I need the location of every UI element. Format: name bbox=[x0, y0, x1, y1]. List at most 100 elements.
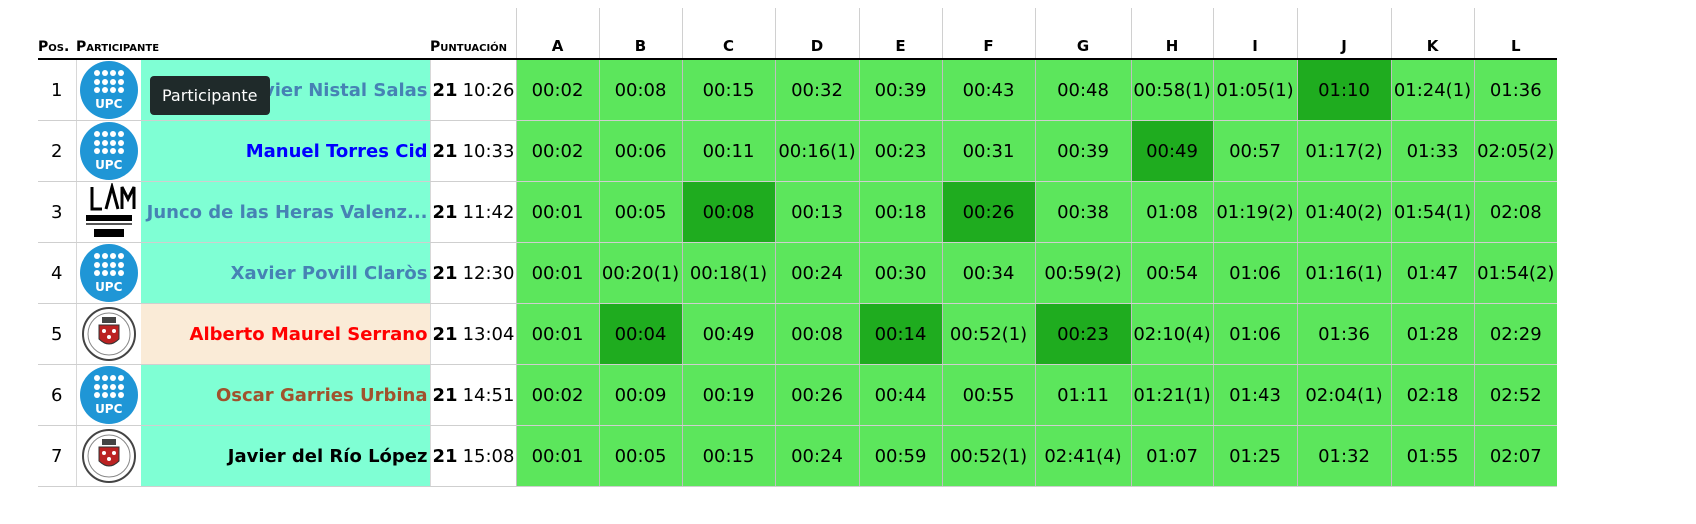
problem-result-cell[interactable]: 00:01 bbox=[515, 303, 599, 365]
problem-result-cell[interactable]: 01:06 bbox=[1212, 303, 1297, 365]
problem-result-cell[interactable]: 01:36 bbox=[1296, 303, 1391, 365]
problem-result-cell[interactable]: 00:31 bbox=[941, 120, 1035, 182]
header-problem-b[interactable]: B bbox=[598, 8, 682, 60]
problem-result-cell[interactable]: 00:01 bbox=[515, 181, 599, 243]
problem-result-cell[interactable]: 00:09 bbox=[598, 364, 682, 426]
problem-result-cell[interactable]: 00:02 bbox=[515, 120, 599, 182]
header-problem-a[interactable]: A bbox=[515, 8, 599, 60]
problem-result-cell[interactable]: 00:11 bbox=[681, 120, 775, 182]
problem-result-cell[interactable]: 01:47 bbox=[1390, 242, 1474, 304]
problem-result-cell[interactable]: 00:59 bbox=[858, 425, 942, 487]
problem-result-cell[interactable]: 01:43 bbox=[1212, 364, 1297, 426]
problem-result-cell[interactable]: 00:43 bbox=[941, 59, 1035, 121]
problem-result-cell[interactable]: 01:40(2) bbox=[1296, 181, 1391, 243]
problem-result-cell[interactable]: 00:49 bbox=[681, 303, 775, 365]
problem-result-cell[interactable]: 00:39 bbox=[1034, 120, 1131, 182]
problem-result-cell[interactable]: 00:34 bbox=[941, 242, 1035, 304]
problem-result-cell[interactable]: 00:14 bbox=[858, 303, 942, 365]
problem-result-cell[interactable]: 00:13 bbox=[774, 181, 859, 243]
problem-result-cell[interactable]: 00:16(1) bbox=[774, 120, 859, 182]
scoreboard-row[interactable]: 5 Alberto Maurel Serrano 21 13:04 00:01 00:04… bbox=[38, 303, 1557, 365]
problem-result-cell[interactable]: 00:02 bbox=[515, 364, 599, 426]
problem-result-cell[interactable]: 00:26 bbox=[774, 364, 859, 426]
header-problem-d[interactable]: D bbox=[774, 8, 859, 60]
problem-result-cell[interactable]: 00:49 bbox=[1130, 120, 1213, 182]
problem-result-cell[interactable]: 01:36 bbox=[1473, 59, 1557, 121]
problem-result-cell[interactable]: 01:07 bbox=[1130, 425, 1213, 487]
problem-result-cell[interactable]: 00:52(1) bbox=[941, 303, 1035, 365]
problem-result-cell[interactable]: 01:33 bbox=[1390, 120, 1474, 182]
problem-result-cell[interactable]: 00:05 bbox=[598, 425, 682, 487]
header-score[interactable]: Puntuación bbox=[430, 8, 516, 60]
problem-result-cell[interactable]: 01:54(2) bbox=[1473, 242, 1557, 304]
problem-result-cell[interactable]: 00:44 bbox=[858, 364, 942, 426]
problem-result-cell[interactable]: 02:04(1) bbox=[1296, 364, 1391, 426]
problem-result-cell[interactable]: 00:48 bbox=[1034, 59, 1131, 121]
problem-result-cell[interactable]: 01:08 bbox=[1130, 181, 1213, 243]
problem-result-cell[interactable]: 01:24(1) bbox=[1390, 59, 1474, 121]
problem-result-cell[interactable]: 00:57 bbox=[1212, 120, 1297, 182]
problem-result-cell[interactable]: 00:30 bbox=[858, 242, 942, 304]
problem-result-cell[interactable]: 00:18(1) bbox=[681, 242, 775, 304]
problem-result-cell[interactable]: 00:19 bbox=[681, 364, 775, 426]
scoreboard-row[interactable]: 2 UPC Manuel Torres Cid 21 10:33 00:02 00:06 00… bbox=[38, 120, 1557, 182]
scoreboard-row[interactable]: 4 UPC Xavier Povill Claròs 21 12:30 00:01 00:2… bbox=[38, 242, 1557, 304]
problem-result-cell[interactable]: 00:26 bbox=[941, 181, 1035, 243]
problem-result-cell[interactable]: 02:08 bbox=[1473, 181, 1557, 243]
header-participant[interactable]: Participante bbox=[76, 8, 430, 60]
scoreboard-row[interactable]: 7 Javier del Río López 21 15:08 00:01 00:05 00… bbox=[38, 425, 1557, 487]
participant-name[interactable]: Oscar Garries Urbina bbox=[141, 364, 430, 426]
problem-result-cell[interactable]: 02:05(2) bbox=[1473, 120, 1557, 182]
problem-result-cell[interactable]: 00:23 bbox=[858, 120, 942, 182]
problem-result-cell[interactable]: 02:10(4) bbox=[1130, 303, 1213, 365]
participant-name[interactable]: Manuel Torres Cid bbox=[141, 120, 430, 182]
participant-name[interactable]: Alberto Maurel Serrano bbox=[141, 303, 430, 365]
problem-result-cell[interactable]: 02:41(4) bbox=[1034, 425, 1131, 487]
problem-result-cell[interactable]: 01:19(2) bbox=[1212, 181, 1297, 243]
problem-result-cell[interactable]: 00:55 bbox=[941, 364, 1035, 426]
problem-result-cell[interactable]: 00:04 bbox=[598, 303, 682, 365]
problem-result-cell[interactable]: 00:39 bbox=[858, 59, 942, 121]
problem-result-cell[interactable]: 00:08 bbox=[598, 59, 682, 121]
header-problem-i[interactable]: I bbox=[1212, 8, 1297, 60]
problem-result-cell[interactable]: 00:01 bbox=[515, 425, 599, 487]
problem-result-cell[interactable]: 01:21(1) bbox=[1130, 364, 1213, 426]
problem-result-cell[interactable]: 00:32 bbox=[774, 59, 859, 121]
header-problem-c[interactable]: C bbox=[681, 8, 775, 60]
problem-result-cell[interactable]: 00:18 bbox=[858, 181, 942, 243]
problem-result-cell[interactable]: 01:54(1) bbox=[1390, 181, 1474, 243]
scoreboard-row[interactable]: 6 UPC Oscar Garries Urbina 21 14:51 00:02 00:0… bbox=[38, 364, 1557, 426]
problem-result-cell[interactable]: 01:16(1) bbox=[1296, 242, 1391, 304]
participant-name[interactable]: Junco de las Heras Valenz... bbox=[141, 181, 430, 243]
header-problem-e[interactable]: E bbox=[858, 8, 942, 60]
problem-result-cell[interactable]: 01:17(2) bbox=[1296, 120, 1391, 182]
problem-result-cell[interactable]: 00:15 bbox=[681, 59, 775, 121]
problem-result-cell[interactable]: 01:06 bbox=[1212, 242, 1297, 304]
problem-result-cell[interactable]: 00:06 bbox=[598, 120, 682, 182]
problem-result-cell[interactable]: 00:24 bbox=[774, 425, 859, 487]
problem-result-cell[interactable]: 00:38 bbox=[1034, 181, 1131, 243]
problem-result-cell[interactable]: 00:02 bbox=[515, 59, 599, 121]
problem-result-cell[interactable]: 00:23 bbox=[1034, 303, 1131, 365]
header-problem-k[interactable]: K bbox=[1390, 8, 1474, 60]
problem-result-cell[interactable]: 01:32 bbox=[1296, 425, 1391, 487]
problem-result-cell[interactable]: 01:10 bbox=[1296, 59, 1391, 121]
header-problem-h[interactable]: H bbox=[1130, 8, 1213, 60]
participant-name[interactable]: Xavier Povill Claròs bbox=[141, 242, 430, 304]
participant-name[interactable]: Javier del Río López bbox=[141, 425, 430, 487]
header-problem-j[interactable]: J bbox=[1296, 8, 1391, 60]
header-problem-f[interactable]: F bbox=[941, 8, 1035, 60]
header-problem-g[interactable]: G bbox=[1034, 8, 1131, 60]
problem-result-cell[interactable]: 02:29 bbox=[1473, 303, 1557, 365]
problem-result-cell[interactable]: 01:11 bbox=[1034, 364, 1131, 426]
problem-result-cell[interactable]: 00:08 bbox=[774, 303, 859, 365]
problem-result-cell[interactable]: 02:07 bbox=[1473, 425, 1557, 487]
problem-result-cell[interactable]: 00:24 bbox=[774, 242, 859, 304]
problem-result-cell[interactable]: 01:25 bbox=[1212, 425, 1297, 487]
problem-result-cell[interactable]: 00:54 bbox=[1130, 242, 1213, 304]
problem-result-cell[interactable]: 00:20(1) bbox=[598, 242, 682, 304]
problem-result-cell[interactable]: 00:59(2) bbox=[1034, 242, 1131, 304]
problem-result-cell[interactable]: 00:52(1) bbox=[941, 425, 1035, 487]
header-problem-l[interactable]: L bbox=[1473, 8, 1557, 60]
problem-result-cell[interactable]: 00:15 bbox=[681, 425, 775, 487]
